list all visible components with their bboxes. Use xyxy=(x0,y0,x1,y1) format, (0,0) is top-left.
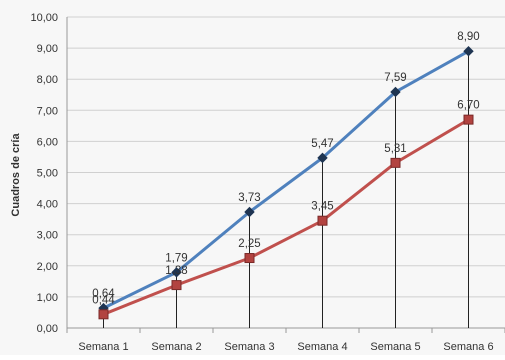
y-tick-label: 1,00 xyxy=(37,292,58,304)
data-label: 0,44 xyxy=(92,294,115,306)
x-category-label: Semana 3 xyxy=(224,341,274,353)
series-lines xyxy=(102,49,470,316)
y-tick-label: 6,00 xyxy=(37,136,58,148)
data-point-marker xyxy=(317,152,328,164)
axes: 0,00 1,00 2,00 3,00 4,00 5,00 6,00 7,00 8,00 9,00… xyxy=(30,12,505,353)
data-label: 1,79 xyxy=(165,252,187,264)
y-tick-label: 7,00 xyxy=(37,105,58,117)
data-label: 1,38 xyxy=(165,265,187,277)
x-category-label: Semana 2 xyxy=(151,341,201,353)
y-tick-label: 4,00 xyxy=(37,199,58,211)
data-label: 3,45 xyxy=(311,201,333,213)
data-label: 2,25 xyxy=(238,238,260,250)
data-point-marker xyxy=(390,86,401,98)
data-label: 6,70 xyxy=(457,100,479,112)
data-label: 0,64 xyxy=(92,288,115,300)
y-tick-label: 10,00 xyxy=(30,12,58,24)
y-tick-label: 8,00 xyxy=(37,74,58,86)
y-axis-title: Cuadros de cría xyxy=(10,133,22,217)
series-line-1 xyxy=(102,49,470,310)
x-category-label: Semana 5 xyxy=(370,341,420,353)
y-tick-label: 2,00 xyxy=(37,261,58,273)
data-point-marker xyxy=(171,280,182,291)
gridlines xyxy=(67,16,505,298)
data-point-marker xyxy=(98,309,109,320)
data-label: 5,31 xyxy=(384,143,406,155)
series-markers xyxy=(98,46,474,320)
data-label: 7,59 xyxy=(384,72,406,84)
data-point-marker xyxy=(244,253,255,264)
data-point-marker xyxy=(390,157,401,168)
x-category-label: Semana 1 xyxy=(78,341,128,353)
y-tick-label: 3,00 xyxy=(37,230,58,242)
y-tick-label: 9,00 xyxy=(37,43,58,55)
data-label: 8,90 xyxy=(457,31,479,43)
data-point-marker xyxy=(244,206,255,218)
data-label: 5,47 xyxy=(311,138,333,150)
data-label: 3,73 xyxy=(238,192,260,204)
data-point-marker xyxy=(463,114,474,125)
x-category-label: Semana 4 xyxy=(297,341,347,353)
data-labels: 0,64 1,79 3,73 5,47 7,59 8,90 0,44 1,38 2,25 3,45… xyxy=(92,31,479,306)
data-point-marker xyxy=(171,267,182,278)
data-point-marker xyxy=(463,46,474,57)
x-category-label: Semana 6 xyxy=(443,341,493,353)
series-line-2 xyxy=(102,118,470,316)
data-point-marker xyxy=(317,215,328,226)
y-tick-label: 0,00 xyxy=(37,323,58,335)
y-tick-label: 5,00 xyxy=(37,168,58,180)
drop-lines xyxy=(103,51,469,328)
